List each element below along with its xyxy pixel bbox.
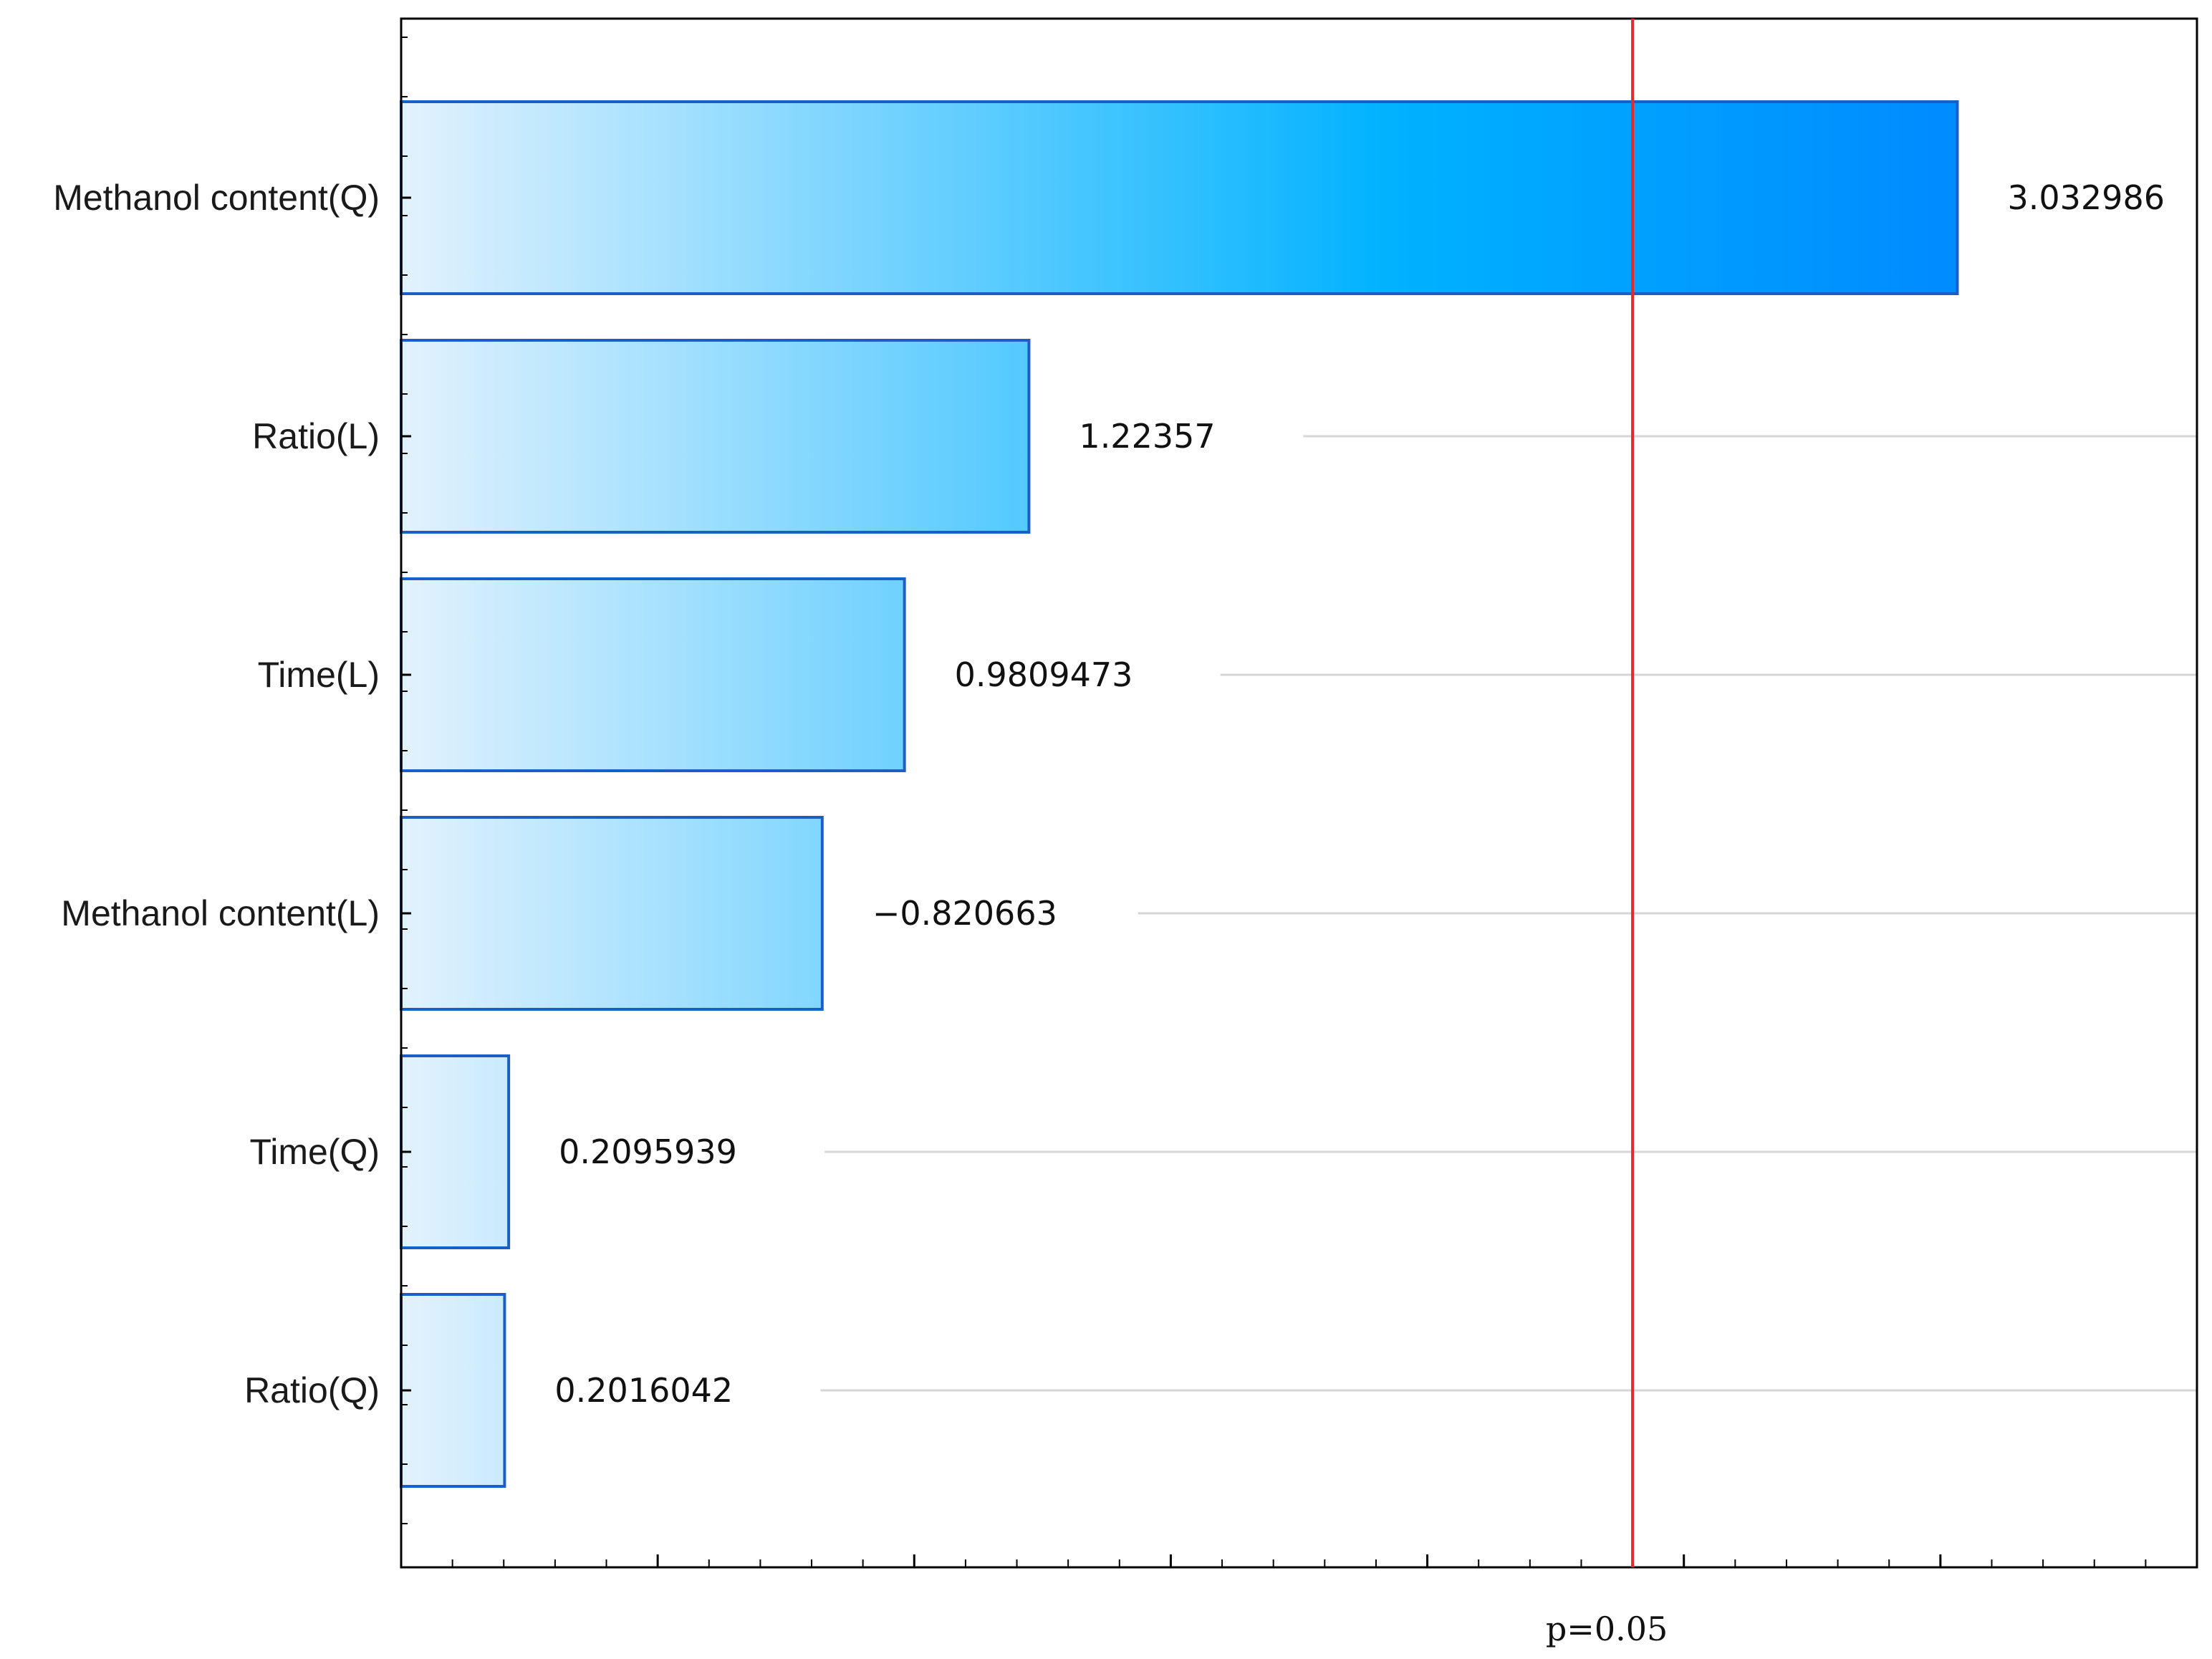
bar-time-q (400, 1054, 511, 1249)
bar-time-l (400, 577, 906, 772)
bar-methanol-content-q (400, 100, 1959, 295)
category-label-ratio-l: Ratio(L) (252, 416, 380, 456)
gridlines (820, 435, 2197, 1392)
category-label-methanol-content-q: Methanol content(Q) (53, 178, 380, 218)
category-label-time-l: Time(L) (258, 655, 380, 695)
bar-methanol-content-l (400, 816, 824, 1011)
reference-line-group: p=0.05 (1546, 19, 1668, 1648)
value-label-methanol-content-l: −0.820663 (872, 894, 1057, 933)
bar-ratio-l (400, 339, 1031, 534)
category-label-time-q: Time(Q) (250, 1132, 380, 1172)
category-label-ratio-q: Ratio(Q) (244, 1370, 380, 1410)
bars (400, 100, 1959, 1488)
category-label-methanol-content-l: Methanol content(L) (61, 893, 380, 933)
plot-frame (400, 17, 2198, 1569)
value-label-methanol-content-q: 3.032986 (2007, 178, 2165, 217)
bar-ratio-q (400, 1293, 506, 1488)
labels: 3.032986 Methanol content(Q) 1.22357 Ratio(… (53, 178, 2165, 1410)
value-label-ratio-q: 0.2016042 (554, 1371, 733, 1410)
reference-line-label: p=0.05 (1546, 1610, 1668, 1648)
value-label-time-l: 0.9809473 (955, 655, 1133, 694)
value-label-ratio-l: 1.22357 (1079, 417, 1215, 456)
value-label-time-q: 0.2095939 (559, 1133, 737, 1171)
